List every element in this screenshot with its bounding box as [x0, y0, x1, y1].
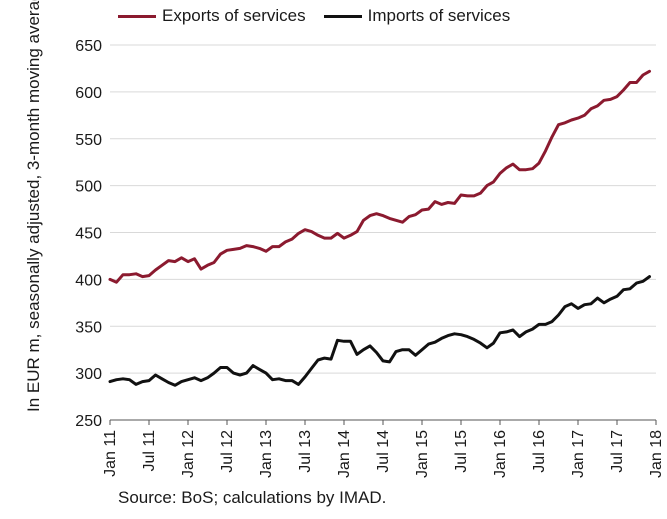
x-tick-label: Jul 13 [297, 430, 314, 473]
legend: Exports of services Imports of services [118, 6, 510, 26]
x-tick-label: Jul 15 [453, 430, 470, 473]
x-tick-label: Jan 14 [336, 430, 353, 478]
x-tick-label: Jul 12 [219, 430, 236, 473]
y-tick-label: 600 [75, 85, 102, 102]
y-tick-label: 400 [75, 272, 102, 289]
x-tick-label: Jul 11 [141, 430, 158, 472]
y-axis-ticks: 250 300 350 400 450 500 550 600 650 [75, 38, 102, 430]
series-line-imports [108, 275, 651, 387]
legend-item-exports: Exports of services [118, 6, 306, 26]
y-tick-label: 250 [75, 413, 102, 430]
legend-label-exports: Exports of services [162, 6, 306, 25]
source-note: Source: BoS; calculations by IMAD. [118, 488, 387, 507]
x-tick-label: Jan 18 [648, 430, 665, 478]
x-tick-label: Jul 17 [609, 430, 626, 473]
x-tick-label: Jan 15 [414, 430, 431, 478]
x-tick-label: Jul 16 [531, 430, 548, 473]
legend-swatch-imports [323, 14, 362, 18]
y-tick-label: 300 [75, 366, 102, 383]
legend-label-imports: Imports of services [367, 6, 511, 25]
y-tick-label: 350 [75, 319, 102, 336]
y-tick-label: 450 [75, 226, 102, 243]
x-axis: Jan 11 Jul 11 Jan 12 Jul 12 Jan 13 Jul 13 Jan … [102, 419, 665, 478]
legend-item-imports: Imports of services [323, 6, 511, 26]
legend-swatch-exports [118, 14, 156, 18]
x-tick-label: Jan 16 [492, 430, 509, 478]
x-tick-label: Jan 12 [180, 430, 197, 478]
y-tick-label: 550 [75, 132, 102, 149]
grid-lines [110, 44, 656, 374]
y-tick-label: 500 [75, 179, 102, 196]
series-line-exports [108, 69, 651, 284]
y-axis-label: In EUR m, seasonally adjusted, 3-month m… [24, 0, 43, 412]
x-tick-label: Jan 11 [102, 430, 119, 477]
x-tick-label: Jan 17 [570, 430, 587, 478]
y-tick-label: 650 [75, 38, 102, 55]
x-tick-label: Jan 13 [258, 430, 275, 478]
series-lines [108, 69, 651, 387]
x-tick-label: Jul 14 [375, 430, 392, 473]
